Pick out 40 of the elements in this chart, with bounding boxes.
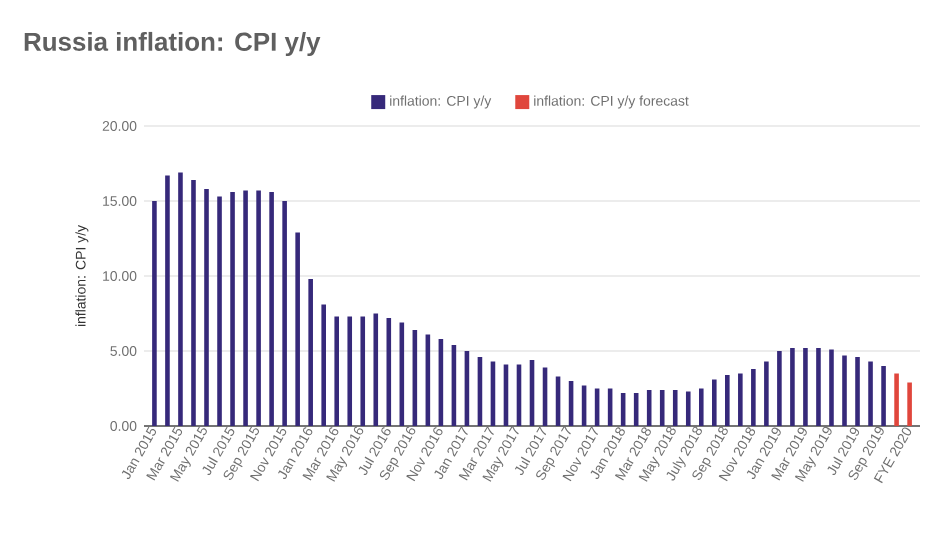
bar [685, 391, 691, 426]
bar [165, 175, 170, 426]
bar [907, 382, 912, 426]
bar [764, 361, 769, 426]
bar [308, 279, 313, 426]
bar [360, 316, 366, 426]
bar [777, 351, 782, 426]
bar [698, 388, 704, 426]
bar [816, 348, 821, 426]
bar [217, 196, 222, 426]
bar [347, 316, 353, 426]
bar [191, 180, 196, 426]
bar [725, 375, 730, 426]
bar [230, 192, 235, 426]
bar [711, 379, 717, 426]
bar [204, 189, 209, 426]
bar [855, 357, 860, 426]
chart-title: Russia inflation: CPI y/y [24, 31, 321, 57]
bar [295, 232, 300, 426]
bar [803, 348, 808, 426]
bar [751, 369, 756, 426]
bar [659, 390, 665, 426]
bar [386, 318, 392, 426]
bar [829, 349, 834, 426]
bar [738, 373, 743, 426]
bar [282, 201, 287, 426]
bar [868, 361, 873, 426]
bar [842, 355, 847, 426]
bar [243, 190, 248, 426]
bar [881, 366, 886, 426]
bar [672, 390, 678, 426]
bar [256, 190, 261, 426]
bar [321, 304, 326, 426]
bar [152, 201, 157, 426]
bar [178, 172, 183, 426]
bar [894, 373, 899, 426]
bar [334, 316, 340, 426]
bar [790, 348, 795, 426]
bar [373, 313, 379, 426]
bar [269, 192, 274, 426]
